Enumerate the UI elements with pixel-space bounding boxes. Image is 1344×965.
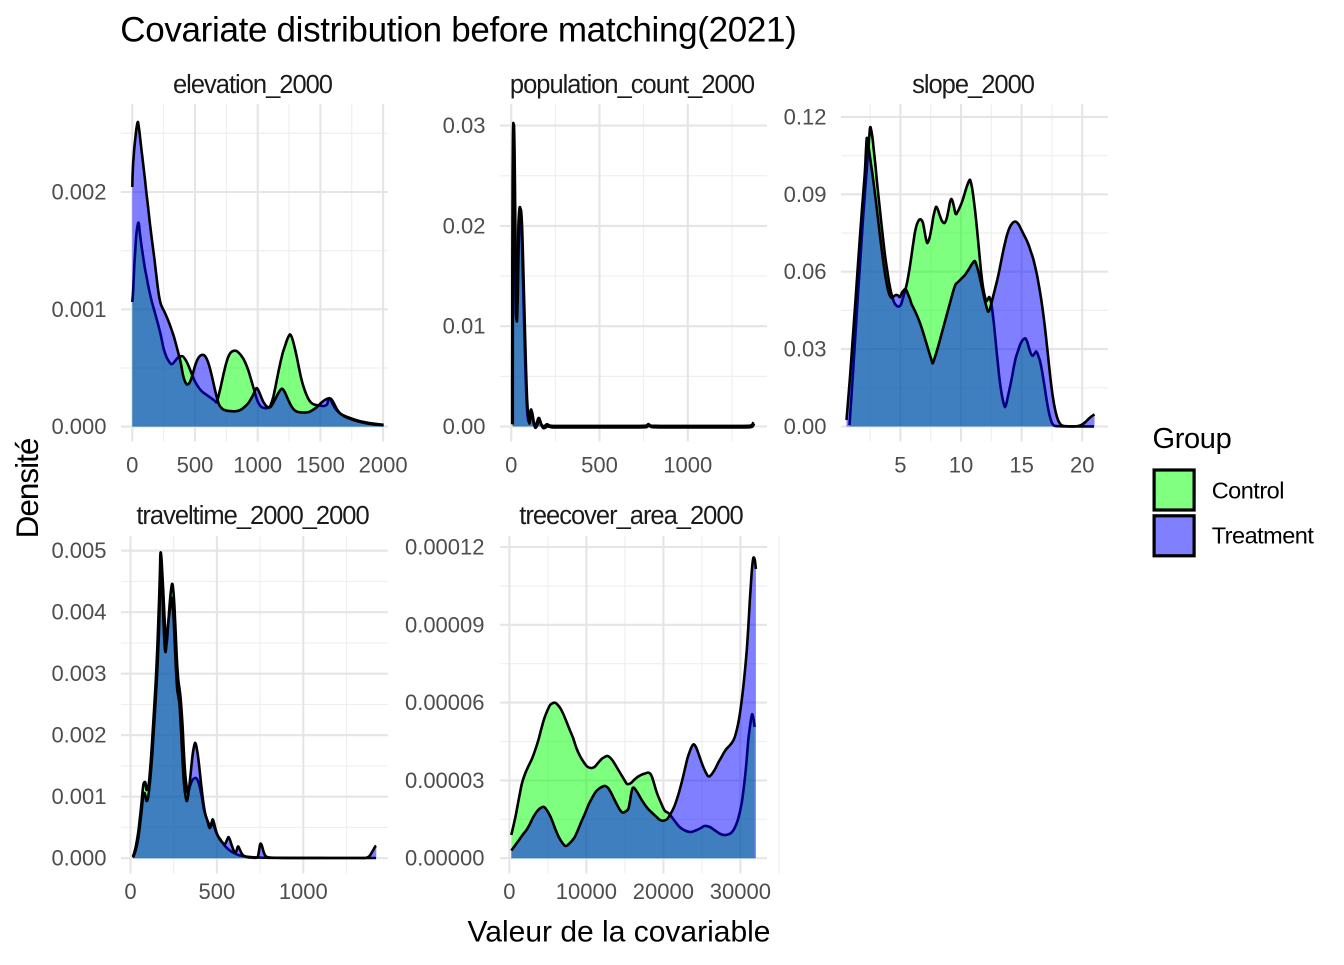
svg-text:slope_2000: slope_2000 (912, 71, 1035, 99)
svg-text:0: 0 (503, 879, 515, 904)
svg-text:0.02: 0.02 (443, 213, 486, 238)
svg-text:0.000: 0.000 (51, 846, 106, 871)
svg-text:population_count_2000: population_count_2000 (510, 71, 755, 99)
svg-text:0.000: 0.000 (51, 414, 106, 439)
svg-text:1000: 1000 (279, 879, 328, 904)
svg-text:0.00: 0.00 (784, 414, 827, 439)
svg-text:Covariate distribution before: Covariate distribution before matching(2… (120, 10, 796, 49)
svg-text:Control: Control (1212, 478, 1284, 504)
svg-text:500: 500 (581, 453, 618, 478)
svg-text:5: 5 (894, 453, 906, 478)
svg-text:Treatment: Treatment (1212, 523, 1315, 549)
svg-text:0: 0 (126, 453, 138, 478)
svg-text:0.12: 0.12 (784, 104, 827, 129)
svg-text:10000: 10000 (556, 879, 617, 904)
svg-text:500: 500 (177, 453, 214, 478)
svg-text:0.005: 0.005 (51, 538, 106, 563)
svg-text:0.03: 0.03 (784, 337, 827, 362)
svg-text:15: 15 (1009, 453, 1033, 478)
svg-text:1500: 1500 (296, 453, 345, 478)
svg-text:2000: 2000 (359, 453, 408, 478)
svg-text:30000: 30000 (710, 879, 771, 904)
svg-text:20000: 20000 (633, 879, 694, 904)
svg-text:0.06: 0.06 (784, 259, 827, 284)
svg-text:0.00006: 0.00006 (405, 690, 485, 715)
svg-text:1000: 1000 (663, 453, 712, 478)
svg-text:Group: Group (1153, 423, 1232, 455)
svg-text:elevation_2000: elevation_2000 (173, 71, 333, 99)
svg-text:0.002: 0.002 (51, 723, 106, 748)
svg-text:traveltime_2000_2000: traveltime_2000_2000 (136, 502, 369, 530)
svg-text:0: 0 (124, 879, 136, 904)
svg-text:0.00012: 0.00012 (405, 535, 485, 560)
svg-text:0.03: 0.03 (443, 113, 486, 138)
svg-text:0.001: 0.001 (51, 784, 106, 809)
svg-text:0.00000: 0.00000 (405, 846, 485, 871)
svg-text:0.003: 0.003 (51, 661, 106, 686)
svg-text:Densité: Densité (9, 438, 45, 538)
svg-text:0.01: 0.01 (443, 314, 486, 339)
svg-text:0.004: 0.004 (51, 600, 106, 625)
svg-text:0.001: 0.001 (51, 297, 106, 322)
svg-text:0.00003: 0.00003 (405, 768, 485, 793)
svg-text:0: 0 (505, 453, 517, 478)
svg-text:Valeur de la covariable: Valeur de la covariable (468, 916, 771, 949)
svg-text:0.00: 0.00 (443, 414, 486, 439)
svg-text:0.002: 0.002 (51, 180, 106, 205)
svg-text:1000: 1000 (233, 453, 282, 478)
svg-text:10: 10 (949, 453, 973, 478)
svg-text:0.00009: 0.00009 (405, 612, 485, 637)
svg-text:treecover_area_2000: treecover_area_2000 (519, 502, 743, 530)
svg-text:0.09: 0.09 (784, 182, 827, 207)
svg-text:500: 500 (199, 879, 236, 904)
svg-text:20: 20 (1070, 453, 1094, 478)
